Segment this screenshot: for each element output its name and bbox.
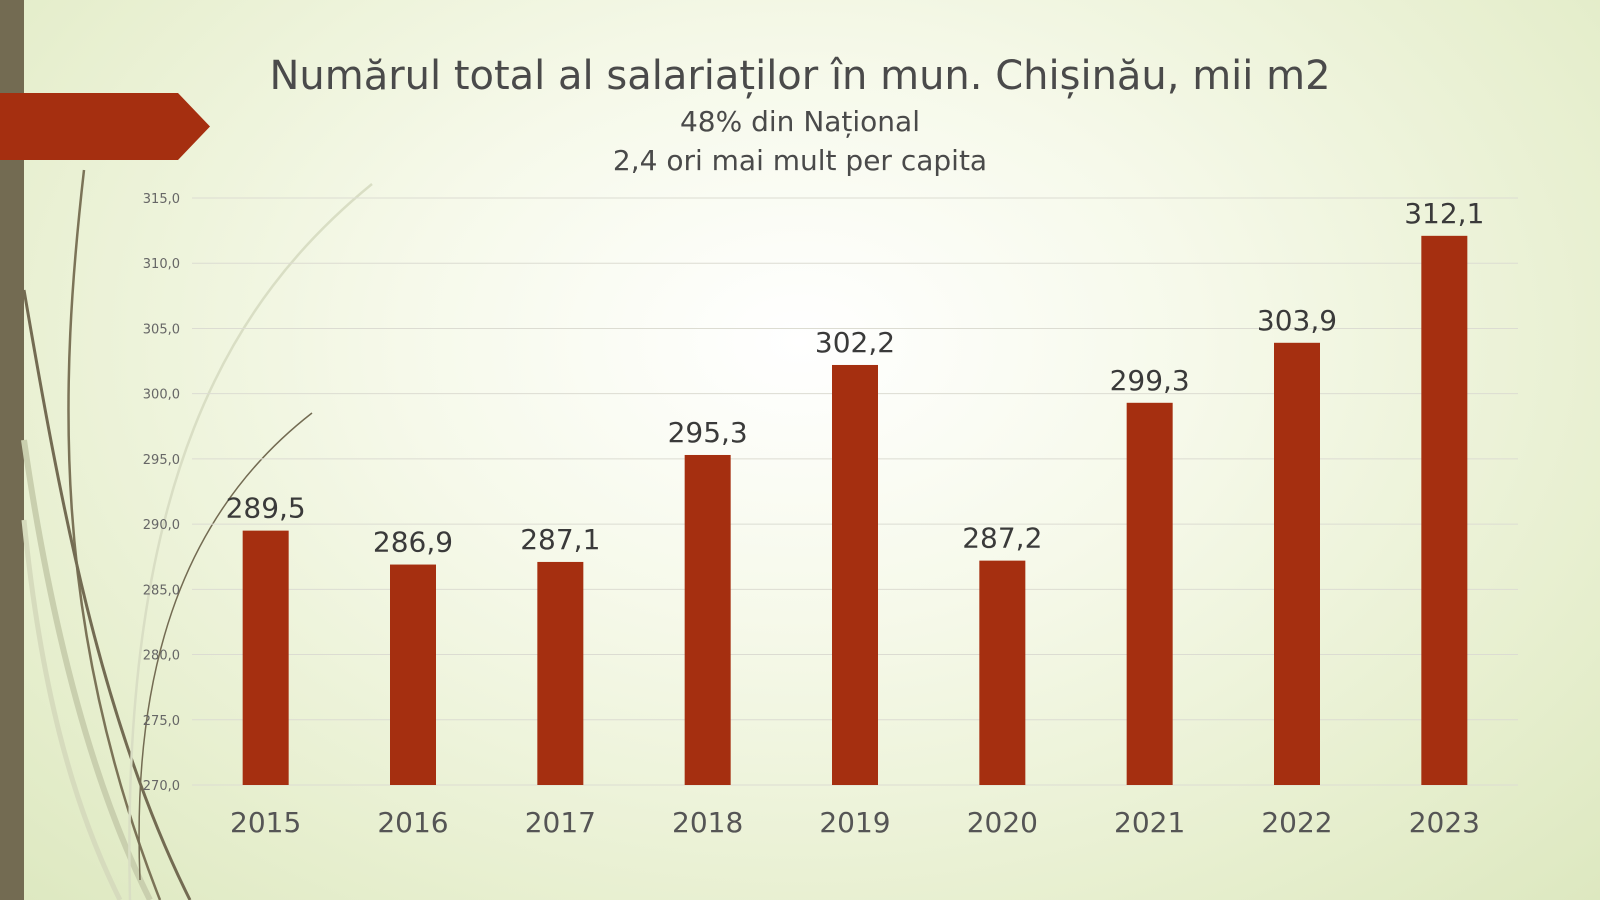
data-label-2016: 286,9 xyxy=(373,526,453,559)
x-tick-label-2017: 2017 xyxy=(525,806,596,839)
y-tick-label: 275,0 xyxy=(143,714,180,729)
data-label-2020: 287,2 xyxy=(962,522,1042,555)
x-tick-label-2020: 2020 xyxy=(967,806,1038,839)
bar-2015 xyxy=(242,530,289,785)
data-label-2017: 287,1 xyxy=(520,523,600,556)
red-arrow-banner xyxy=(0,93,210,160)
y-tick-label: 290,0 xyxy=(143,518,180,533)
data-label-2018: 295,3 xyxy=(668,416,748,449)
x-tick-label-2015: 2015 xyxy=(230,806,301,839)
bar-2017 xyxy=(537,561,584,785)
data-label-2015: 289,5 xyxy=(226,492,306,525)
y-tick-label: 315,0 xyxy=(143,192,180,207)
data-label-2019: 302,2 xyxy=(815,326,895,359)
y-tick-label: 310,0 xyxy=(143,257,180,272)
x-tick-label-2023: 2023 xyxy=(1409,806,1480,839)
y-tick-label: 305,0 xyxy=(143,322,180,337)
x-tick-label-2021: 2021 xyxy=(1114,806,1185,839)
bar-2021 xyxy=(1126,402,1173,785)
y-tick-label: 270,0 xyxy=(143,779,180,794)
data-label-2021: 299,3 xyxy=(1110,364,1190,397)
x-tick-label-2016: 2016 xyxy=(377,806,448,839)
chart-title: Numărul total al salariaților în mun. Ch… xyxy=(269,53,1331,99)
x-tick-label-2018: 2018 xyxy=(672,806,743,839)
bar-2016 xyxy=(390,564,436,785)
chart-subtitle-per-capita: 2,4 ori mai mult per capita xyxy=(612,144,988,177)
x-tick-label-2019: 2019 xyxy=(819,806,890,839)
y-tick-label: 285,0 xyxy=(143,583,180,598)
bar-2022 xyxy=(1274,342,1320,785)
y-tick-label: 295,0 xyxy=(143,453,180,468)
x-tick-label-2022: 2022 xyxy=(1261,806,1332,839)
chart-subtitle-national-share: 48% din Național xyxy=(679,105,920,138)
bar-2020 xyxy=(979,560,1026,785)
y-tick-label: 300,0 xyxy=(143,388,180,403)
bar-2023 xyxy=(1421,235,1468,786)
bar-2018 xyxy=(684,454,731,785)
y-tick-label: 280,0 xyxy=(143,649,180,664)
bar-2019 xyxy=(832,364,878,785)
data-label-2022: 303,9 xyxy=(1257,304,1337,337)
data-label-2023: 312,1 xyxy=(1404,197,1484,230)
decorative-curves xyxy=(21,169,373,900)
